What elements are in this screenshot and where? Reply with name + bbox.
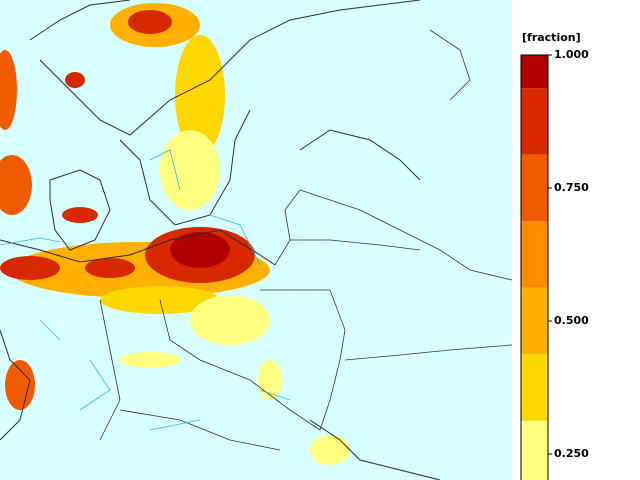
colorbar-frame (520, 54, 549, 480)
colorbar-bin (521, 55, 548, 89)
colorbar-bin (521, 154, 548, 222)
colorbar-tick-label: 1.000 (554, 48, 589, 61)
map-background (0, 0, 512, 480)
colorbar-bin (521, 287, 548, 355)
colorbar-tick-label: 0.750 (554, 181, 589, 194)
colorbar-tick-label: 0.250 (554, 447, 589, 460)
colorbar-tick-label: 0.500 (554, 314, 589, 327)
contours (0, 149, 291, 431)
colorbar-title: [fraction] (522, 31, 581, 44)
colorbar-bin (521, 88, 548, 155)
colorbar-bin (521, 354, 548, 421)
country-borders (99, 29, 513, 451)
colorbar-bin (521, 420, 548, 480)
colorbar-bin (521, 221, 548, 288)
map (0, 0, 513, 480)
